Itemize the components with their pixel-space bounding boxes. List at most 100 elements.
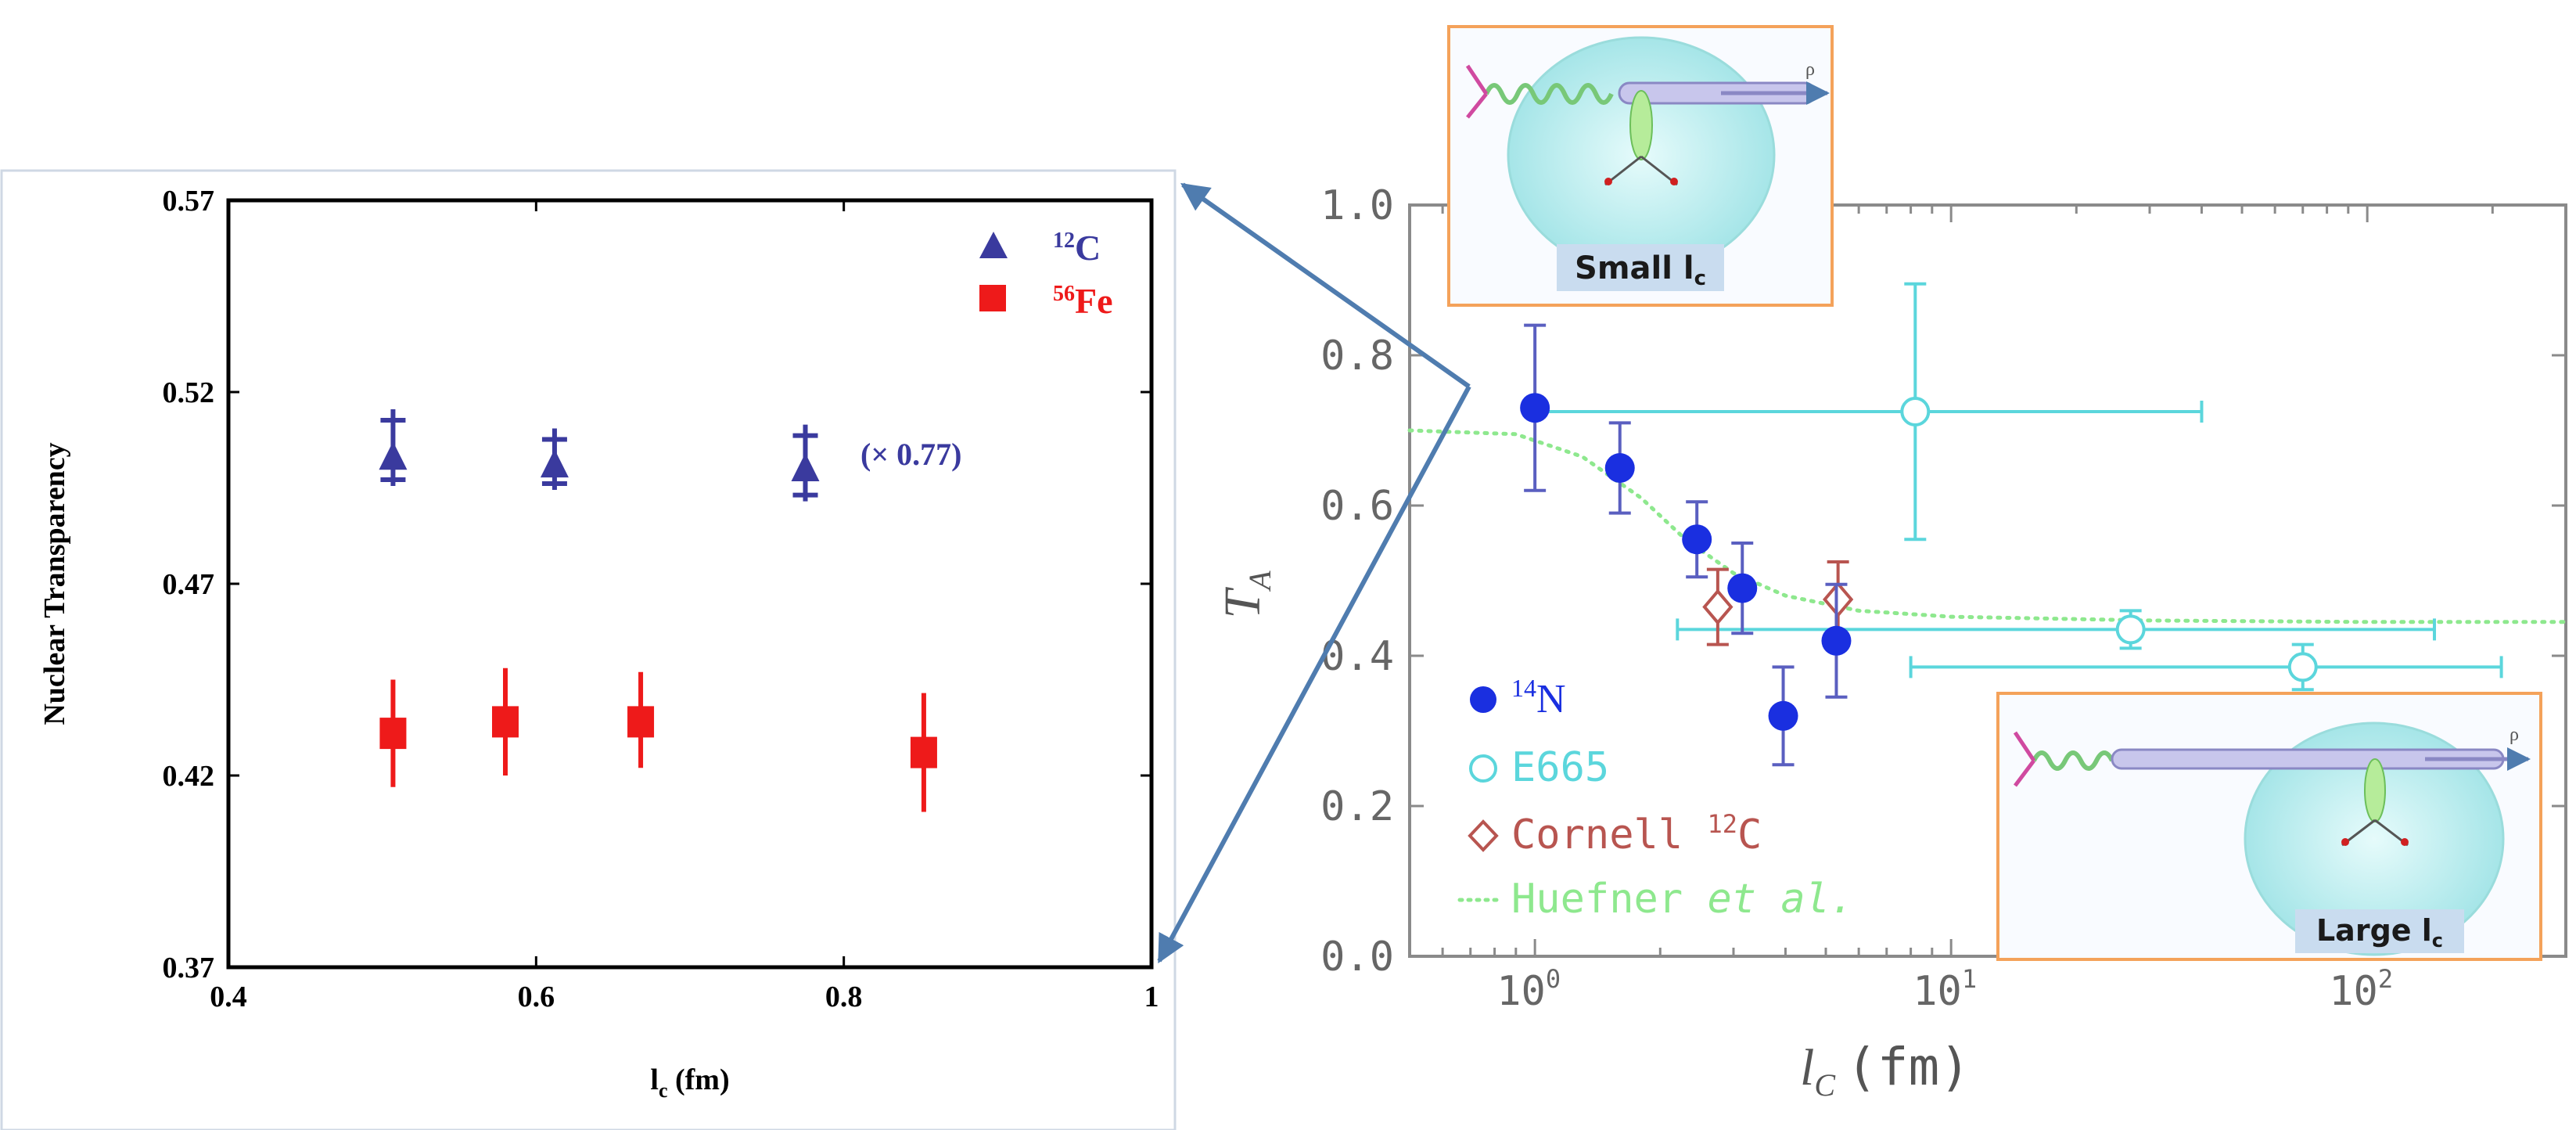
left-point-fe56 xyxy=(627,706,655,738)
right-point-e665 xyxy=(2287,652,2318,682)
inset-large-lc-electron-out xyxy=(2014,759,2035,787)
connector-arrows xyxy=(1157,182,1471,964)
left-x-tick-label: 0.6 xyxy=(518,981,555,1013)
right-point-n14 xyxy=(1727,573,1758,603)
left-x-tick-label: 1 xyxy=(1144,981,1159,1013)
inset-small-lc-quark-dot-1 xyxy=(1604,178,1612,185)
right-point-n14 xyxy=(1682,524,1712,555)
right-point-n14 xyxy=(1520,393,1550,423)
left-legend-marker-fe56 xyxy=(979,285,1006,311)
connector-arrow-bottom xyxy=(1157,385,1471,964)
right-x-tick-exp: 2 xyxy=(2378,964,2393,994)
inset-large-lc-photon xyxy=(2032,750,2114,771)
inset-small-lc-gluon xyxy=(1629,90,1653,160)
inset-large-lc-gluon xyxy=(2364,758,2386,822)
left-x-ticks: 0.4 0.6 0.8 1 xyxy=(210,200,1159,1013)
right-point-cornell xyxy=(1823,581,1854,618)
left-y-tick-label: 0.37 xyxy=(163,952,215,984)
right-legend-cornell-main: Cornell xyxy=(1511,812,1707,858)
right-x-tick-base: 10 xyxy=(1913,968,1962,1015)
inset-small-lc-electron-out xyxy=(1466,92,1488,119)
left-y-ticks: 0.37 0.42 0.47 0.52 0.57 xyxy=(163,185,1151,984)
left-legend-label-c12: 12C xyxy=(1053,228,1101,268)
inset-large-lc-electron-in xyxy=(2013,731,2036,762)
left-point-c12 xyxy=(379,441,408,470)
inset-small-lc-caption-bg xyxy=(1557,244,1724,291)
right-x-tick-exp: 0 xyxy=(1546,964,1561,994)
left-x-tick-label: 0.8 xyxy=(825,981,863,1013)
right-point-n14 xyxy=(1768,700,1798,731)
right-legend-huefner-main: Huefner xyxy=(1511,876,1707,923)
left-legend-c12-main: C xyxy=(1075,228,1101,268)
right-legend-cornell-sup: 12 xyxy=(1707,809,1737,839)
right-x-tick-label: 101 xyxy=(1913,964,1977,1015)
inset-small-lc-electron-in xyxy=(1465,64,1489,95)
right-point-e665 xyxy=(2115,614,2146,645)
inset-large-lc-caption: Large lc xyxy=(2316,913,2443,952)
right-x-axis-label-sub: C xyxy=(1814,1067,1836,1103)
inset-small-lc-quark-dot-2 xyxy=(1670,178,1678,185)
right-y-axis-label-main: T xyxy=(1214,587,1271,619)
right-x-tick-base: 10 xyxy=(2329,968,2378,1015)
right-legend-label-n14: 14N xyxy=(1511,674,1566,722)
inset-large-lc: ρ Large lc xyxy=(1996,692,2542,961)
left-point-fe56 xyxy=(379,718,407,750)
left-legend-label-fe56: 56Fe xyxy=(1053,281,1113,321)
left-x-axis-label-sub: c xyxy=(659,1079,668,1102)
right-chart: 0.00.20.40.60.81.0 100 101 102 TA lC (fm) 1… xyxy=(1214,25,2568,1103)
inset-large-lc-caption-sub: c xyxy=(2432,930,2443,952)
left-plot-area xyxy=(226,198,1154,970)
right-y-tick-label: 0.6 xyxy=(1320,483,1394,530)
left-annotation: (× 0.77) xyxy=(860,437,961,472)
inset-small-lc-caption: Small lc xyxy=(1575,250,1706,290)
right-legend-n14-sup: 14 xyxy=(1511,674,1536,702)
right-legend-marker-cornell xyxy=(1468,819,1499,852)
inset-large-lc-particle-label: ρ xyxy=(2510,725,2519,745)
right-y-tick-label: 0.8 xyxy=(1320,333,1394,380)
right-x-tick-exp: 1 xyxy=(1962,964,1977,994)
left-legend-fe56-sup: 56 xyxy=(1053,282,1075,306)
right-x-tick-base: 10 xyxy=(1496,968,1546,1015)
inset-small-lc-particle-label: ρ xyxy=(1805,59,1815,80)
left-y-tick-label: 0.42 xyxy=(163,760,215,793)
left-point-c12 xyxy=(791,453,820,481)
inset-small-lc-caption-sub: c xyxy=(1694,267,1706,290)
left-point-fe56 xyxy=(492,706,519,738)
inset-small-lc-photon xyxy=(1484,83,1614,105)
right-y-axis-label: TA xyxy=(1214,570,1277,619)
left-marks xyxy=(379,409,937,812)
left-x-axis-label-main: l xyxy=(650,1063,659,1096)
left-y-tick-label: 0.47 xyxy=(163,568,215,601)
inset-large-lc-quark-dot-2 xyxy=(2401,838,2409,846)
right-legend-n14-main: N xyxy=(1536,677,1566,722)
left-x-axis-label: lc (fm) xyxy=(650,1063,729,1102)
inset-small-lc: ρ Small lc xyxy=(1447,25,1834,307)
right-x-axis-label-main: l xyxy=(1800,1039,1814,1096)
right-legend-label-huefner: Huefner et al. xyxy=(1511,876,1854,923)
right-legend-cornell-tail: C xyxy=(1737,812,1762,858)
left-chart: 0.37 0.42 0.47 0.52 0.57 0.4 0.6 0.8 1 Nuclear … xyxy=(0,169,1177,1130)
right-y-tick-label: 1.0 xyxy=(1320,182,1394,229)
inset-large-lc-caption-bg xyxy=(2295,909,2464,953)
left-point-c12 xyxy=(540,449,569,478)
right-x-axis-label: lC (fm) xyxy=(1800,1037,1971,1103)
left-y-tick-label: 0.57 xyxy=(163,185,215,218)
right-point-e665 xyxy=(1900,397,1931,426)
left-y-axis-label: Nuclear Transparency xyxy=(38,442,71,725)
connector-arrow-top xyxy=(1180,182,1471,389)
inset-small-lc-caption-main: Small l xyxy=(1575,250,1694,286)
left-x-tick-label: 0.4 xyxy=(210,981,247,1013)
right-x-tick-label: 100 xyxy=(1496,964,1561,1015)
left-point-fe56 xyxy=(910,736,937,768)
left-y-tick-label: 0.52 xyxy=(163,376,215,409)
right-legend-label-cornell: Cornell 12C xyxy=(1511,809,1762,858)
right-legend: 14N E665 Cornell 12C Huefner et al. xyxy=(1457,674,1854,923)
inset-large-lc-quark-dot-1 xyxy=(2341,838,2349,846)
right-legend-label-e665: E665 xyxy=(1511,744,1609,791)
right-marks xyxy=(1407,282,2568,767)
right-point-cornell xyxy=(1702,588,1734,625)
inset-large-lc-nucleus xyxy=(2244,722,2505,956)
right-y-tick-label: 0.2 xyxy=(1320,783,1394,830)
right-legend-marker-e665 xyxy=(1469,754,1497,783)
